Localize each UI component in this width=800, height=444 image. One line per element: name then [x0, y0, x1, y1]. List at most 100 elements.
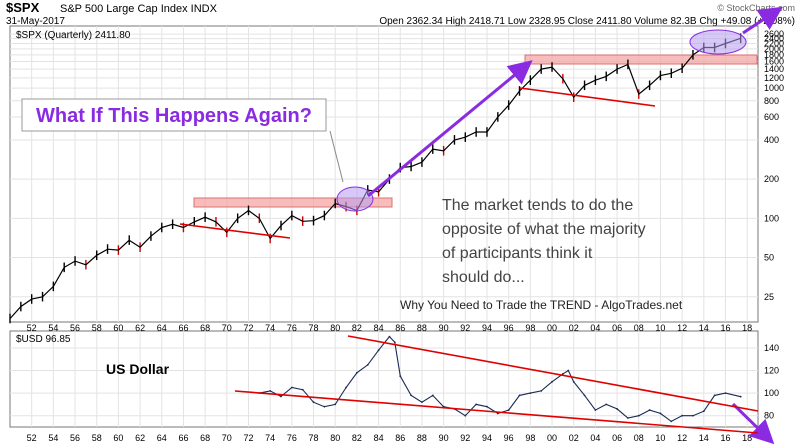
spx-y-tick-label: 2000 — [764, 44, 784, 54]
spx-y-tick-label: 1400 — [764, 64, 784, 74]
resistance-band-1970s — [193, 197, 393, 208]
spx-x-tick-label: 86 — [395, 323, 405, 333]
usd-x-tick-label: 02 — [569, 433, 579, 443]
usd-x-tick-label: 72 — [243, 433, 253, 443]
spx-x-tick-label: 08 — [634, 323, 644, 333]
spx-y-tick-label: 100 — [764, 213, 779, 223]
symbol-title: $SPX — [6, 0, 40, 15]
footer-text: Why You Need to Trade the TREND - AlgoTr… — [400, 298, 683, 312]
spx-x-tick-label: 06 — [612, 323, 622, 333]
spx-y-tick-label: 2200 — [764, 39, 784, 49]
spx-x-tick-label: 98 — [525, 323, 535, 333]
spx-y-tick-label: 50 — [764, 253, 774, 263]
usd-x-tick-label: 76 — [287, 433, 297, 443]
usd-panel-frame — [9, 330, 759, 428]
usd-line — [259, 335, 741, 423]
spx-y-tick-label: 400 — [764, 135, 779, 145]
market-note: The market tends to do the opposite of wh… — [442, 197, 646, 286]
spx-x-tick-label: 72 — [243, 323, 253, 333]
highlight-ellipse-2017 — [689, 29, 747, 55]
spx-x-tick-label: 62 — [135, 323, 145, 333]
usd-resistance-line — [347, 335, 759, 412]
spx-panel-frame — [9, 25, 759, 323]
usd-y-tick-label: 100 — [764, 388, 779, 398]
usd-label: US Dollar — [106, 361, 170, 377]
market-note-line: should do... — [442, 269, 525, 286]
chart-date: 31-May-2017 — [6, 16, 65, 27]
usd-x-tick-label: 88 — [417, 433, 427, 443]
usd-x-tick-label: 52 — [27, 433, 37, 443]
projection-arrow-spx — [742, 6, 784, 35]
spx-x-tick-label: 82 — [352, 323, 362, 333]
callout-box — [21, 98, 327, 132]
usd-legend: $USD 96.85 — [16, 334, 71, 345]
spx-grid: 52 54 56 58 60 62 64 66 68 70 72 74 76 78 80 82 84 86 88 90… — [10, 26, 784, 333]
spx-x-tick-label: 74 — [265, 323, 275, 333]
highlight-ellipse-1982 — [336, 186, 374, 212]
spx-x-tick-label: 60 — [113, 323, 123, 333]
usd-support-line — [234, 390, 759, 434]
usd-x-tick-label: 14 — [699, 433, 709, 443]
usd-x-tick-label: 86 — [395, 433, 405, 443]
spx-x-tick-label: 12 — [677, 323, 687, 333]
spx-x-tick-label: 92 — [460, 323, 470, 333]
usd-y-tick-label: 120 — [764, 366, 779, 376]
spx-y-tick-label: 1600 — [764, 57, 784, 67]
usd-y-tick-label: 80 — [764, 411, 774, 421]
usd-x-tick-label: 54 — [48, 433, 58, 443]
usd-x-tick-label: 08 — [634, 433, 644, 443]
usd-x-tick-label: 98 — [525, 433, 535, 443]
usd-x-tick-label: 96 — [504, 433, 514, 443]
usd-x-tick-label: 90 — [439, 433, 449, 443]
spx-x-tick-label: 68 — [200, 323, 210, 333]
usd-y-tick-label: 140 — [764, 343, 779, 353]
usd-x-tick-label: 74 — [265, 433, 275, 443]
support-line-2000s — [519, 87, 656, 107]
spx-y-tick-label: 2600 — [764, 29, 784, 39]
spx-y-tick-label: 1800 — [764, 50, 784, 60]
spx-x-tick-label: 18 — [742, 323, 752, 333]
spx-x-tick-label: 16 — [720, 323, 730, 333]
price-stats: Open 2362.34 High 2418.71 Low 2328.95 Cl… — [379, 16, 795, 27]
spx-y-tick-label: 1200 — [764, 73, 784, 83]
usd-x-tick-label: 66 — [178, 433, 188, 443]
usd-x-tick-label: 16 — [720, 433, 730, 443]
spx-x-tick-label: 94 — [482, 323, 492, 333]
usd-x-tick-label: 00 — [547, 433, 557, 443]
spx-x-tick-label: 10 — [655, 323, 665, 333]
spx-x-tick-label: 54 — [48, 323, 58, 333]
spx-x-tick-label: 14 — [699, 323, 709, 333]
usd-x-tick-label: 10 — [655, 433, 665, 443]
spx-y-tick-label: 800 — [764, 96, 779, 106]
usd-x-tick-label: 70 — [222, 433, 232, 443]
spx-x-tick-label: 00 — [547, 323, 557, 333]
resistance-band-2000s — [524, 54, 758, 65]
usd-x-tick-label: 94 — [482, 433, 492, 443]
usd-x-tick-label: 58 — [92, 433, 102, 443]
rally-arrow-1982 — [367, 60, 533, 198]
spx-x-tick-label: 78 — [309, 323, 319, 333]
spx-y-tick-label: 200 — [764, 174, 779, 184]
spx-series — [9, 33, 742, 324]
market-note-line: The market tends to do the — [442, 197, 633, 214]
spx-x-tick-label: 52 — [27, 323, 37, 333]
usd-x-tick-label: 80 — [330, 433, 340, 443]
spx-x-tick-label: 96 — [504, 323, 514, 333]
usd-x-tick-label: 04 — [590, 433, 600, 443]
callout-pointer — [329, 130, 344, 183]
spx-x-tick-label: 80 — [330, 323, 340, 333]
usd-x-tick-label: 12 — [677, 433, 687, 443]
spx-x-tick-label: 64 — [157, 323, 167, 333]
usd-x-tick-label: 18 — [742, 433, 752, 443]
usd-x-tick-label: 84 — [374, 433, 384, 443]
spx-x-tick-label: 76 — [287, 323, 297, 333]
usd-x-tick-label: 68 — [200, 433, 210, 443]
spx-x-tick-label: 84 — [374, 323, 384, 333]
spx-x-tick-label: 56 — [70, 323, 80, 333]
watermark: © StockCharts.com — [717, 3, 795, 13]
spx-legend: $SPX (Quarterly) 2411.80 — [16, 30, 131, 41]
usd-x-tick-label: 92 — [460, 433, 470, 443]
usd-x-tick-label: 56 — [70, 433, 80, 443]
index-name: S&P 500 Large Cap Index INDX — [60, 3, 218, 15]
